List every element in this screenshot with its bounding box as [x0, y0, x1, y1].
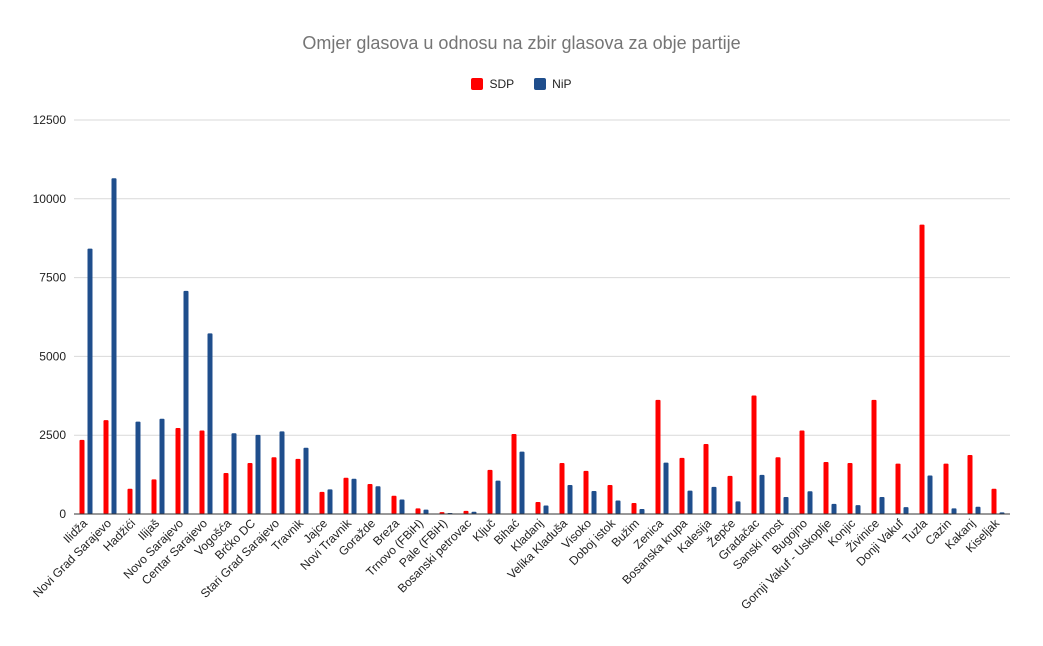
bar-sdp	[199, 430, 205, 514]
bar-nip	[591, 490, 597, 514]
bar-sdp	[367, 484, 373, 514]
bar-nip	[135, 421, 141, 514]
bar-sdp	[535, 502, 541, 514]
bar-sdp	[151, 479, 157, 514]
legend-label-sdp: SDP	[489, 77, 515, 91]
bar-nip	[615, 500, 621, 514]
bar-sdp	[727, 475, 733, 514]
bar-nip	[399, 499, 405, 514]
legend-item-sdp[interactable]: SDP	[471, 77, 514, 91]
y-tick-label: 7500	[39, 271, 66, 285]
bar-nip	[711, 486, 717, 514]
y-tick-label: 12500	[33, 113, 67, 127]
bar-sdp	[871, 399, 877, 514]
bar-sdp	[943, 463, 949, 514]
bar-sdp	[775, 457, 781, 514]
bar-sdp	[103, 420, 109, 514]
bar-sdp	[895, 463, 901, 514]
bar-nip	[831, 503, 837, 514]
bar-nip	[735, 501, 741, 514]
bar-sdp	[703, 444, 709, 514]
y-tick-label: 10000	[33, 192, 67, 206]
bar-nip	[159, 418, 165, 514]
bar-sdp	[559, 462, 565, 514]
bar-nip	[951, 508, 957, 514]
bar-nip	[759, 474, 765, 514]
bar-nip	[927, 475, 933, 514]
bar-nip	[567, 485, 573, 514]
bar-sdp	[751, 395, 757, 514]
bar-sdp	[127, 488, 133, 514]
legend-swatch-nip	[534, 78, 547, 90]
bar-nip	[375, 486, 381, 514]
bar-sdp	[391, 495, 397, 514]
bar-nip	[303, 447, 309, 514]
chart-legend: SDP NiP	[0, 77, 1043, 91]
bar-sdp	[295, 458, 301, 514]
bar-sdp	[631, 502, 637, 514]
bar-nip	[231, 433, 237, 514]
bar-nip	[87, 248, 93, 514]
y-tick-label: 2500	[39, 428, 66, 442]
bar-nip	[879, 496, 885, 514]
bar-sdp	[463, 510, 469, 514]
bar-nip	[519, 451, 525, 514]
bar-nip	[687, 490, 693, 514]
bar-nip	[111, 178, 117, 514]
bar-nip	[807, 491, 813, 514]
bar-sdp	[271, 457, 277, 514]
bar-nip	[423, 509, 429, 514]
bar-nip	[543, 505, 549, 514]
bar-sdp	[319, 491, 325, 514]
bar-sdp	[679, 457, 685, 514]
bar-nip	[639, 508, 645, 514]
bar-nip	[903, 507, 909, 514]
bar-nip	[855, 505, 861, 514]
bar-nip	[471, 511, 477, 514]
bar-sdp	[967, 455, 973, 514]
bar-sdp	[847, 462, 853, 514]
bar-nip	[351, 478, 357, 514]
bar-sdp	[919, 224, 925, 514]
bar-sdp	[79, 439, 85, 514]
bar-sdp	[607, 485, 613, 514]
bar-nip	[327, 489, 333, 514]
bar-sdp	[799, 430, 805, 514]
bar-sdp	[487, 469, 493, 514]
bar-sdp	[991, 488, 997, 514]
bar-nip	[495, 480, 501, 514]
chart-title: Omjer glasova u odnosu na zbir glasova z…	[302, 33, 741, 53]
bar-sdp	[343, 477, 349, 514]
bar-nip	[207, 333, 213, 514]
bar-nip	[975, 506, 981, 514]
legend-item-nip[interactable]: NiP	[534, 77, 572, 91]
y-tick-label: 5000	[39, 349, 66, 363]
bar-nip	[279, 431, 285, 514]
legend-swatch-sdp	[471, 78, 484, 90]
bar-sdp	[583, 470, 589, 514]
y-tick-label: 0	[59, 507, 66, 521]
bar-sdp	[823, 461, 829, 514]
bar-sdp	[511, 433, 517, 514]
bar-sdp	[223, 473, 229, 514]
bar-nip	[783, 496, 789, 514]
legend-label-nip: NiP	[552, 77, 572, 91]
bar-sdp	[175, 427, 181, 514]
bar-sdp	[247, 462, 253, 514]
bar-nip	[663, 462, 669, 514]
bar-sdp	[415, 508, 421, 514]
bar-nip	[183, 290, 189, 514]
bar-nip	[255, 434, 261, 514]
bar-sdp	[655, 399, 661, 514]
